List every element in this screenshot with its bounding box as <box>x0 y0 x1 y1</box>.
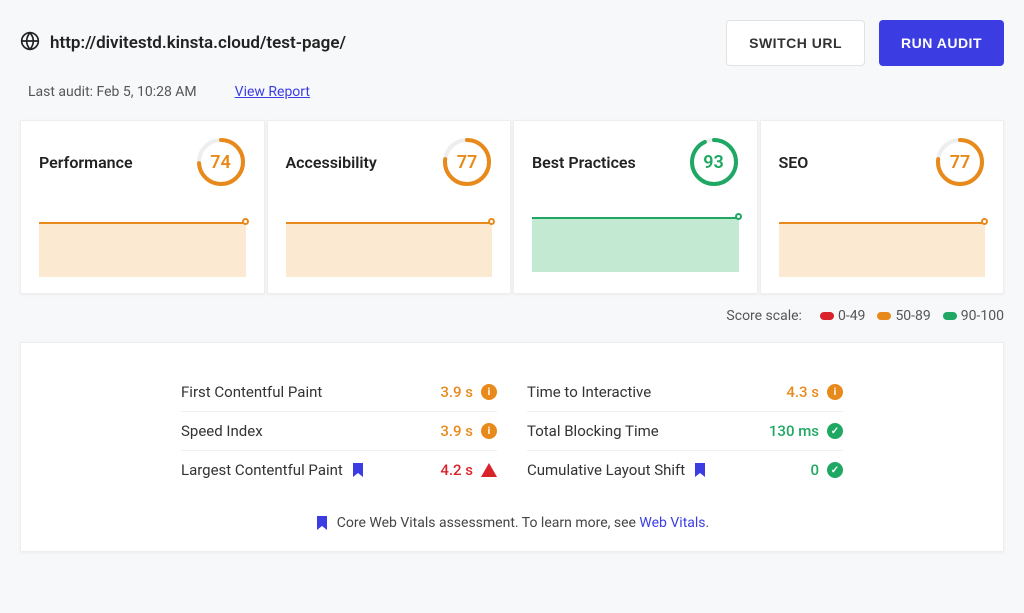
url-block: http://divitestd.kinsta.cloud/test-page/ <box>20 31 346 55</box>
footer-text-prefix: Core Web Vitals assessment. To learn mor… <box>337 515 640 531</box>
metric-name: Time to Interactive <box>527 383 651 401</box>
last-audit-text: Last audit: Feb 5, 10:28 AM <box>28 84 197 100</box>
metric-value: 0 ✓ <box>810 461 843 479</box>
score-ring: 74 <box>196 137 246 187</box>
metric-value: 4.2 s <box>440 461 497 479</box>
metrics-col-right: Time to Interactive 4.3 s i Total Blocki… <box>527 373 843 489</box>
score-card: Accessibility 77 <box>267 120 512 294</box>
score-card: Best Practices 93 <box>513 120 758 294</box>
scale-range: 90-100 <box>961 308 1004 324</box>
metric-name: First Contentful Paint <box>181 383 322 401</box>
score-scale-legend: Score scale: 0-49 50-89 90-100 <box>20 308 1004 324</box>
footer-text-suffix: . <box>706 515 710 531</box>
metric-row: Total Blocking Time 130 ms ✓ <box>527 412 843 451</box>
url-text: http://divitestd.kinsta.cloud/test-page/ <box>50 33 346 53</box>
metric-row: First Contentful Paint 3.9 s i <box>181 373 497 412</box>
sparkline <box>532 217 739 277</box>
metric-name: Total Blocking Time <box>527 422 659 440</box>
run-audit-button[interactable]: RUN AUDIT <box>879 20 1004 66</box>
bookmark-icon <box>315 515 329 531</box>
metric-value: 3.9 s i <box>440 422 497 440</box>
warn-icon: i <box>827 384 843 400</box>
view-report-link[interactable]: View Report <box>235 84 310 100</box>
metric-value: 4.3 s i <box>786 383 843 401</box>
score-card-title: SEO <box>779 153 809 172</box>
warn-icon: i <box>481 384 497 400</box>
score-ring: 77 <box>442 137 492 187</box>
sparkline <box>286 217 493 277</box>
alert-triangle-icon <box>481 463 497 477</box>
score-card-header: Performance 74 <box>39 137 246 187</box>
scale-range: 0-49 <box>838 308 865 324</box>
scale-pill <box>877 312 891 320</box>
score-value: 77 <box>935 137 985 187</box>
bookmark-icon <box>351 462 365 478</box>
button-group: SWITCH URL RUN AUDIT <box>726 20 1004 66</box>
scale-pill <box>820 312 834 320</box>
scale-label: Score scale: <box>726 308 802 324</box>
metrics-panel: First Contentful Paint 3.9 s i Speed Ind… <box>20 342 1004 552</box>
score-card: Performance 74 <box>20 120 265 294</box>
metric-value: 130 ms ✓ <box>769 422 843 440</box>
web-vitals-link[interactable]: Web Vitals <box>639 515 705 531</box>
score-card-header: SEO 77 <box>779 137 986 187</box>
metric-name: Largest Contentful Paint <box>181 461 365 479</box>
sparkline <box>39 217 246 277</box>
sparkline <box>779 217 986 277</box>
scale-range: 50-89 <box>895 308 930 324</box>
score-card: SEO 77 <box>760 120 1005 294</box>
check-icon: ✓ <box>827 462 843 478</box>
metric-name: Cumulative Layout Shift <box>527 461 707 479</box>
warn-icon: i <box>481 423 497 439</box>
metric-row: Largest Contentful Paint 4.2 s <box>181 451 497 489</box>
bookmark-icon <box>693 462 707 478</box>
switch-url-button[interactable]: SWITCH URL <box>726 20 865 66</box>
score-value: 93 <box>689 137 739 187</box>
score-ring: 77 <box>935 137 985 187</box>
score-value: 74 <box>196 137 246 187</box>
score-ring: 93 <box>689 137 739 187</box>
score-card-header: Best Practices 93 <box>532 137 739 187</box>
metric-value: 3.9 s i <box>440 383 497 401</box>
subheader-row: Last audit: Feb 5, 10:28 AM View Report <box>20 84 1004 100</box>
header-row: http://divitestd.kinsta.cloud/test-page/… <box>20 20 1004 66</box>
score-cards: Performance 74 Accessibility <box>20 120 1004 294</box>
check-icon: ✓ <box>827 423 843 439</box>
metric-row: Time to Interactive 4.3 s i <box>527 373 843 412</box>
score-card-header: Accessibility 77 <box>286 137 493 187</box>
metrics-col-left: First Contentful Paint 3.9 s i Speed Ind… <box>181 373 497 489</box>
score-card-title: Performance <box>39 153 133 172</box>
metrics-grid: First Contentful Paint 3.9 s i Speed Ind… <box>21 373 1003 489</box>
metric-row: Speed Index 3.9 s i <box>181 412 497 451</box>
metric-name: Speed Index <box>181 422 263 440</box>
scale-pill <box>943 312 957 320</box>
footer-note: Core Web Vitals assessment. To learn mor… <box>21 515 1003 531</box>
globe-icon <box>20 31 40 55</box>
score-card-title: Accessibility <box>286 153 377 172</box>
metric-row: Cumulative Layout Shift 0 ✓ <box>527 451 843 489</box>
score-value: 77 <box>442 137 492 187</box>
score-card-title: Best Practices <box>532 153 636 172</box>
